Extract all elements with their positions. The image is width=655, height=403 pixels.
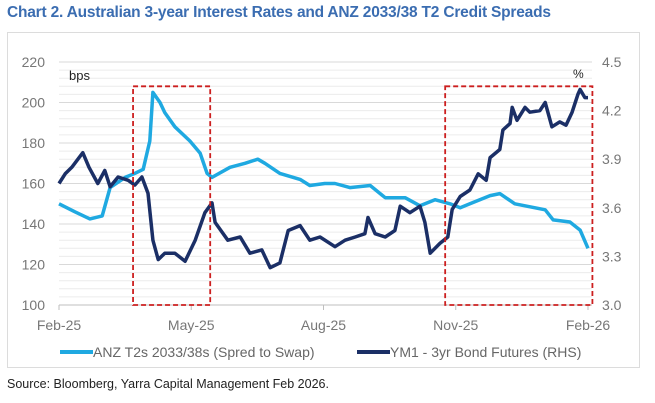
x-tick-label: Feb-25 [37,317,82,333]
series-line-ym1-bond-futures [57,87,588,270]
left-tick-label: 160 [22,176,46,192]
legend-label: YM1 - 3yr Bond Futures (RHS) [390,344,581,360]
highlight-box [132,85,212,306]
left-tick-label: 200 [22,95,46,111]
left-tick-label: 100 [22,297,46,313]
right-tick-label: 3.6 [602,200,622,216]
source-note: Source: Bloomberg, Yarra Capital Managem… [7,377,329,391]
x-tick-label: Feb-26 [566,317,611,333]
highlight-box [444,85,594,306]
right-tick-label: 3.0 [602,297,622,313]
left-axis-unit-label: bps [69,68,90,83]
left-tick-label: 140 [22,216,46,232]
right-tick-label: 4.2 [602,103,622,119]
chart-title: Chart 2. Australian 3-year Interest Rate… [7,4,551,21]
legend-label: ANZ T2s 2033/38s (Spred to Swap) [93,344,315,360]
right-tick-label: 3.9 [602,151,622,167]
x-tick-label: May-25 [168,317,215,333]
x-tick-label: Aug-25 [301,317,346,333]
x-tick-label: Nov-25 [433,317,478,333]
right-tick-label: 4.5 [602,54,622,70]
left-tick-label: 180 [22,135,46,151]
left-tick-label: 220 [22,54,46,70]
chart-frame [7,32,640,368]
right-tick-label: 3.3 [602,248,622,264]
series-line-anz-t2-spread [58,90,590,249]
right-axis-unit-label: % [573,67,584,81]
left-tick-label: 120 [22,257,46,273]
